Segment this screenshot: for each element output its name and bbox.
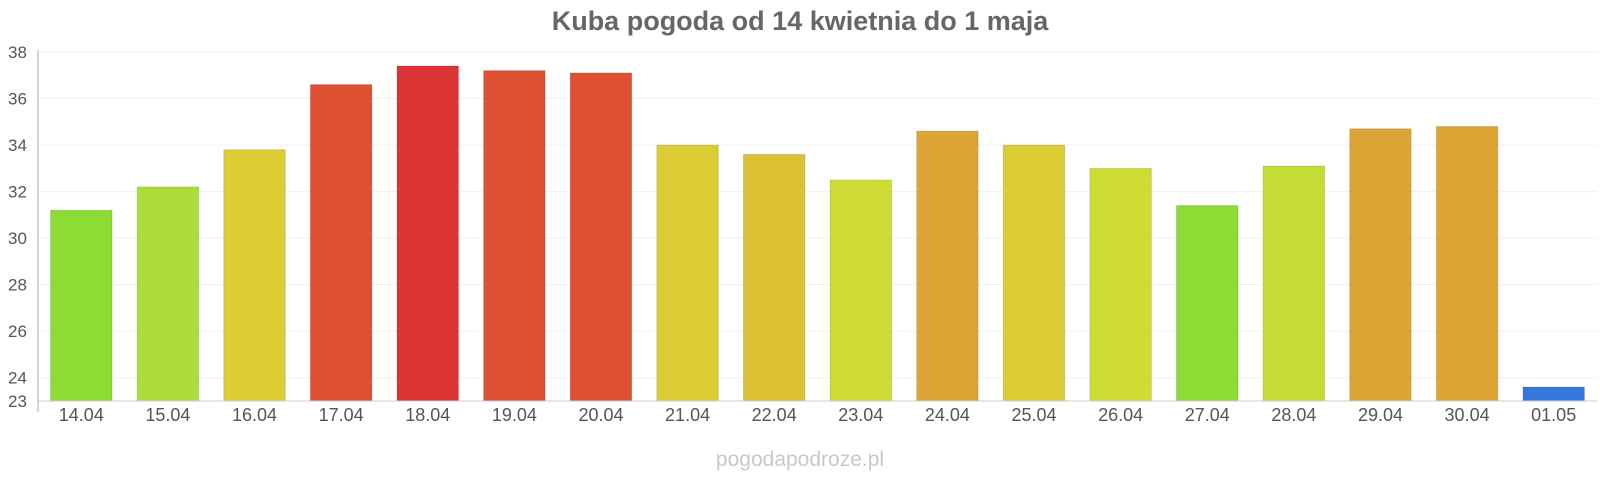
bar-21.04 [656,144,719,402]
x-tick-label: 27.04 [1185,405,1230,425]
x-tick-label: 26.04 [1098,405,1143,425]
x-tick-label: 29.04 [1358,405,1403,425]
y-tick-label: 30 [8,229,27,248]
y-tick-label: 32 [8,183,27,202]
bar-18.04 [396,65,459,402]
x-tick-label: 15.04 [145,405,190,425]
bar-22.04 [742,153,806,402]
x-tick-label: 25.04 [1012,405,1057,425]
x-tick-label: 23.04 [838,405,883,425]
y-axis: 23 24 26 28 30 32 34 36 38 [8,43,39,412]
bar-25.04 [1002,144,1066,402]
x-tick-label: 14.04 [59,405,104,425]
bar-15.04 [136,186,200,402]
bars [50,65,1585,402]
bar-16.04 [223,149,286,402]
x-tick-label: 21.04 [665,405,710,425]
x-tick-label: 20.04 [578,405,623,425]
y-tick-label: 28 [8,276,27,295]
bar-01.05 [1522,386,1585,402]
y-tick-label: 34 [8,136,27,155]
bar-30.04 [1435,125,1499,402]
bar-24.04 [916,130,979,402]
x-tick-label: 18.04 [405,405,450,425]
bar-20.04 [569,72,633,402]
x-tick-label: 28.04 [1271,405,1316,425]
watermark: pogodapodroze.pl [715,448,885,471]
bar-29.04 [1349,128,1412,402]
x-tick-label: 24.04 [925,405,970,425]
bar-14.04 [50,209,113,402]
x-tick-label: 01.05 [1531,405,1576,425]
x-tick-label: 19.04 [492,405,537,425]
x-tick-label: 16.04 [232,405,277,425]
grid-lines [38,51,1597,379]
bar-19.04 [483,70,546,402]
bar-27.04 [1176,205,1239,402]
y-tick-label: 23 [8,392,27,411]
bar-26.04 [1089,167,1152,402]
x-tick-label: 17.04 [319,405,364,425]
y-tick-label: 36 [8,90,27,109]
bar-28.04 [1262,165,1326,402]
x-tick-label: 30.04 [1445,405,1490,425]
y-tick-label: 38 [8,43,27,62]
chart-title: Kuba pogoda od 14 kwietnia do 1 maja [551,6,1049,36]
x-axis: 14.04 15.04 16.04 17.04 18.04 19.04 20.04 21.04… [38,400,1597,425]
bar-23.04 [829,179,893,402]
bar-17.04 [309,84,373,402]
x-tick-label: 22.04 [752,405,797,425]
y-tick-label: 24 [8,369,27,388]
y-tick-label: 26 [8,322,27,341]
